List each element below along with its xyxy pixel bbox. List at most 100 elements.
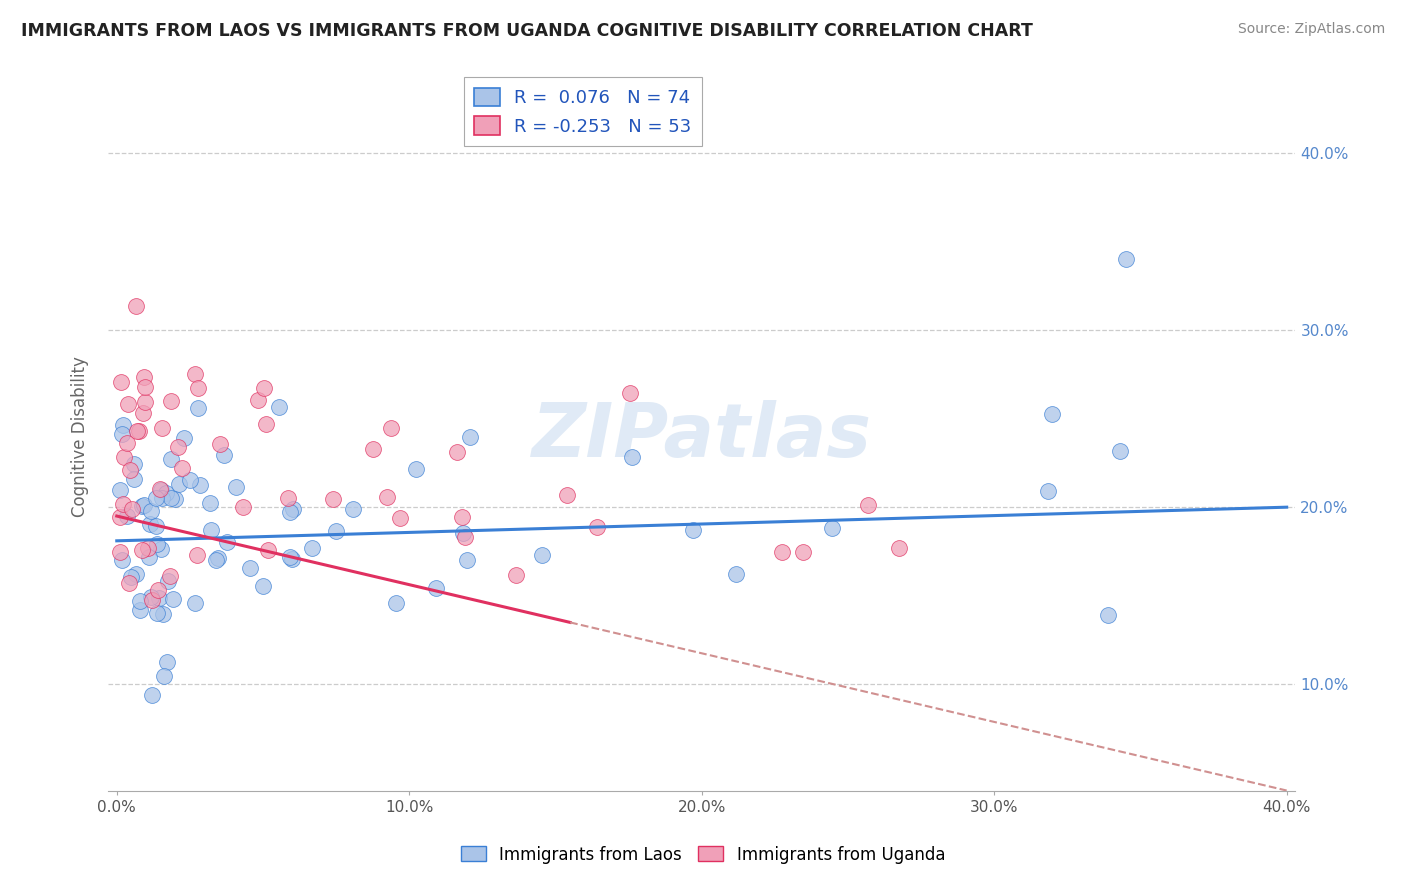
Point [217,535,239,549]
Point [115,436,138,450]
Point [225,480,247,494]
Point [188,478,211,492]
Point [792,545,814,559]
Point [619,385,641,400]
Point [131,543,153,558]
Point [200,523,222,537]
Point [173,431,195,445]
Point [111,418,134,433]
Point [162,592,184,607]
Point [725,566,748,581]
Point [325,524,347,539]
Point [277,491,299,505]
Point [621,450,644,464]
Point [138,549,160,564]
Point [146,583,169,598]
Point [118,575,141,590]
Point [131,500,153,514]
Point [160,451,183,466]
Point [887,541,910,555]
Point [208,436,231,450]
Point [134,498,156,512]
Point [212,448,235,462]
Point [163,492,186,507]
Point [377,490,399,504]
Point [150,491,173,505]
Point [531,548,554,562]
Point [108,483,131,497]
Point [149,542,172,557]
Point [149,483,172,498]
Point [145,518,167,533]
Point [821,521,844,535]
Point [586,520,609,534]
Point [153,669,176,683]
Point [128,603,150,617]
Point [148,591,170,605]
Point [858,498,880,512]
Point [124,457,146,471]
Point [128,425,150,439]
Point [110,545,132,559]
Point [186,549,208,563]
Point [122,472,145,486]
Point [184,595,207,609]
Point [112,497,135,511]
Y-axis label: Cognitive Disability: Cognitive Disability [72,356,89,516]
Point [555,488,578,502]
Point [278,505,301,519]
Point [198,496,221,510]
Point [252,381,274,395]
Point [111,553,134,567]
Point [125,299,148,313]
Point [770,544,793,558]
Point [110,376,132,390]
Point [460,430,482,444]
Text: Source: ZipAtlas.com: Source: ZipAtlas.com [1237,22,1385,37]
Point [108,509,131,524]
Point [112,450,135,465]
Point [134,380,156,394]
Point [454,530,477,544]
Point [1109,443,1132,458]
Point [281,502,304,516]
Point [149,483,172,497]
Point [187,381,209,395]
Point [160,491,183,505]
Point [252,580,274,594]
Point [278,550,301,565]
Point [146,537,169,551]
Point [145,491,167,505]
Point [239,560,262,574]
Point [1115,252,1137,267]
Point [129,594,152,608]
Text: ZIPatlas: ZIPatlas [531,400,872,473]
Point [179,473,201,487]
Point [156,655,179,669]
Point [446,444,468,458]
Point [146,606,169,620]
Point [170,460,193,475]
Point [361,442,384,457]
Point [115,508,138,523]
Point [389,511,412,525]
Point [111,426,134,441]
Point [247,393,270,408]
Text: IMMIGRANTS FROM LAOS VS IMMIGRANTS FROM UGANDA COGNITIVE DISABILITY CORRELATION : IMMIGRANTS FROM LAOS VS IMMIGRANTS FROM … [21,22,1033,40]
Point [120,570,142,584]
Point [342,502,364,516]
Point [405,462,427,476]
Point [160,394,183,409]
Point [167,477,190,491]
Point [139,517,162,532]
Point [1097,608,1119,623]
Point [207,551,229,566]
Point [456,552,478,566]
Point [682,523,704,537]
Point [1036,483,1059,498]
Point [187,401,209,416]
Point [120,463,142,477]
Point [139,504,162,518]
Point [121,502,143,516]
Legend: Immigrants from Laos, Immigrants from Uganda: Immigrants from Laos, Immigrants from Ug… [454,839,952,871]
